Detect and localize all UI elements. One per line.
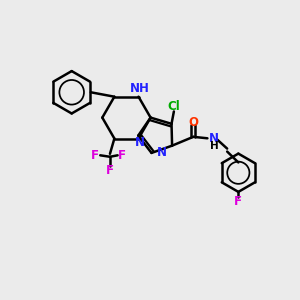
- Text: F: F: [118, 149, 126, 162]
- Text: N: N: [209, 132, 219, 145]
- Text: NH: NH: [130, 82, 149, 95]
- Text: F: F: [91, 149, 99, 162]
- Text: N: N: [135, 136, 145, 149]
- Text: Cl: Cl: [167, 100, 180, 113]
- Text: O: O: [188, 116, 198, 129]
- Text: H: H: [209, 141, 218, 151]
- Text: F: F: [106, 164, 114, 177]
- Text: N: N: [157, 146, 167, 159]
- Text: F: F: [234, 195, 242, 208]
